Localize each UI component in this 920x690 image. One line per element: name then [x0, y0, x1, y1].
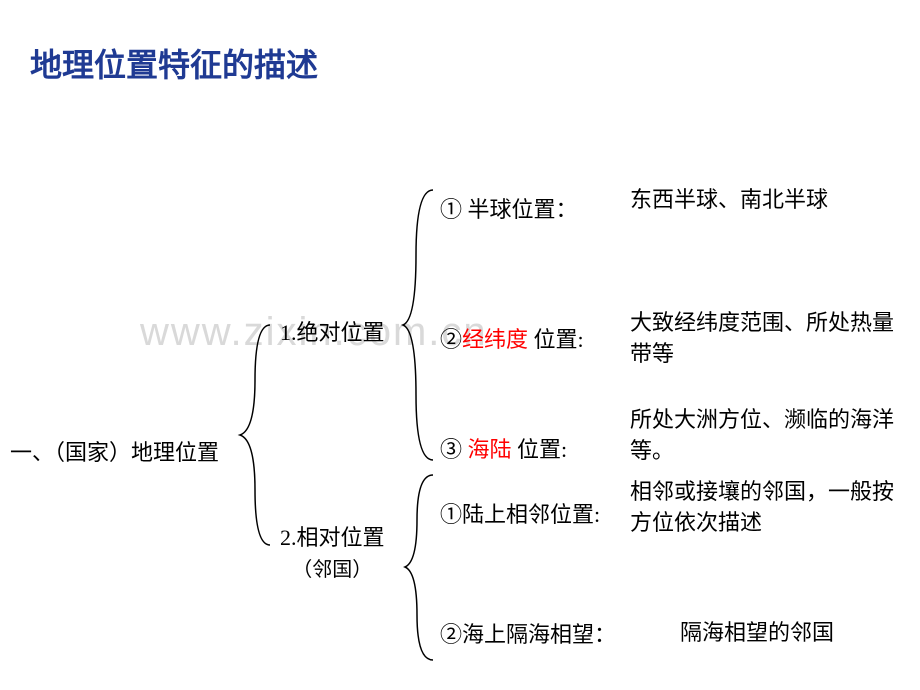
abs-0-num: ① [440, 197, 462, 222]
abs-2-post: 位置: [512, 437, 568, 462]
rel-0-desc: 相邻或接壤的邻国，一般按方位依次描述 [630, 479, 894, 535]
leaf-latlon-desc: 大致经纬度范围、所处热量带等 [630, 308, 910, 370]
abs-1-post: 位置: [528, 327, 584, 352]
root-index: 一、 [10, 440, 54, 465]
abs-0-desc: 东西半球、南北半球 [630, 187, 828, 212]
root-node: 一、（国家）地理位置 [10, 438, 219, 469]
leaf-sea-neighbor-desc: 隔海相望的邻国 [680, 618, 910, 649]
page-title: 地理位置特征的描述 [30, 40, 318, 86]
abs-2-key: 海陆 [468, 437, 512, 462]
rel-0-num: ① [440, 502, 462, 527]
leaf-hemisphere: ① 半球位置： [440, 195, 578, 226]
leaf-sea-neighbor: ②海上隔海相望： [440, 620, 616, 651]
rel-1-desc: 隔海相望的邻国 [680, 620, 834, 645]
level1-1-index: 2. [280, 525, 297, 550]
root-label: （国家）地理位置 [54, 440, 219, 465]
leaf-sealand-desc: 所处大洲方位、濒临的海洋等。 [630, 405, 920, 467]
level1-absolute: 1.绝对位置 [280, 318, 385, 349]
rel-1-num: ② [440, 622, 462, 647]
leaf-land-neighbor-desc: 相邻或接壤的邻国，一般按方位依次描述 [630, 477, 900, 539]
leaf-land-neighbor: ①陆上相邻位置: [440, 500, 600, 531]
brace-root [235, 320, 275, 550]
leaf-latlon: ②经纬度 位置: [440, 325, 584, 356]
abs-0-post: 半球位置： [468, 197, 578, 222]
level1-0-index: 1. [280, 320, 297, 345]
abs-2-num: ③ [440, 437, 462, 462]
brace-relative [400, 470, 438, 665]
level1-1-label: 相对位置 [297, 525, 385, 550]
rel-0-label: 陆上相邻位置: [462, 502, 600, 527]
abs-1-desc: 大致经纬度范围、所处热量带等 [630, 310, 894, 366]
rel-1-label: 海上隔海相望： [462, 622, 616, 647]
level1-relative: 2.相对位置 （邻国） [280, 523, 385, 585]
leaf-hemisphere-desc: 东西半球、南北半球 [630, 185, 900, 216]
abs-2-desc: 所处大洲方位、濒临的海洋等。 [630, 407, 894, 463]
abs-1-num: ② [440, 327, 462, 352]
abs-1-key: 经纬度 [462, 327, 528, 352]
leaf-sealand: ③ 海陆 位置: [440, 435, 567, 466]
brace-absolute [398, 185, 438, 465]
level1-0-label: 绝对位置 [297, 320, 385, 345]
title-text: 地理位置特征的描述 [30, 47, 318, 83]
level1-1-sub: （邻国） [292, 559, 372, 581]
